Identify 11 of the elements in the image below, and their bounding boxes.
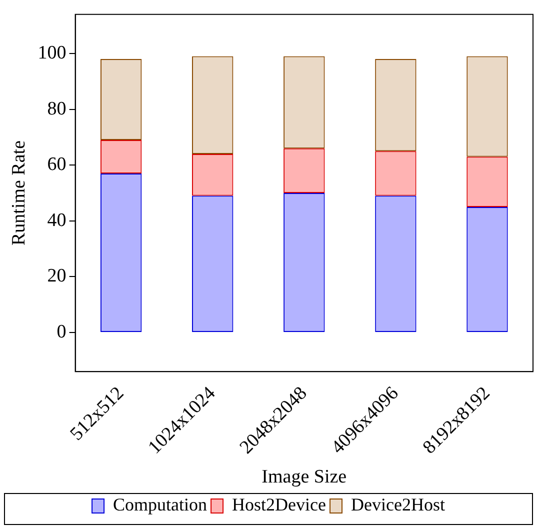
y-tick-label: 100 <box>38 42 66 64</box>
x-axis-title: Image Size <box>262 466 347 488</box>
legend-label: Device2Host <box>351 494 445 515</box>
y-tick-label: 80 <box>47 98 66 120</box>
y-tick-label: 20 <box>47 266 66 287</box>
y-axis-title: Runtime Rate <box>8 140 30 246</box>
legend-label: Computation <box>113 494 208 515</box>
y-tick-label: 60 <box>47 154 66 176</box>
y-tick-label: 0 <box>56 322 66 343</box>
y-tick-label: 40 <box>47 210 66 231</box>
legend-label: Host2Device <box>232 494 326 515</box>
